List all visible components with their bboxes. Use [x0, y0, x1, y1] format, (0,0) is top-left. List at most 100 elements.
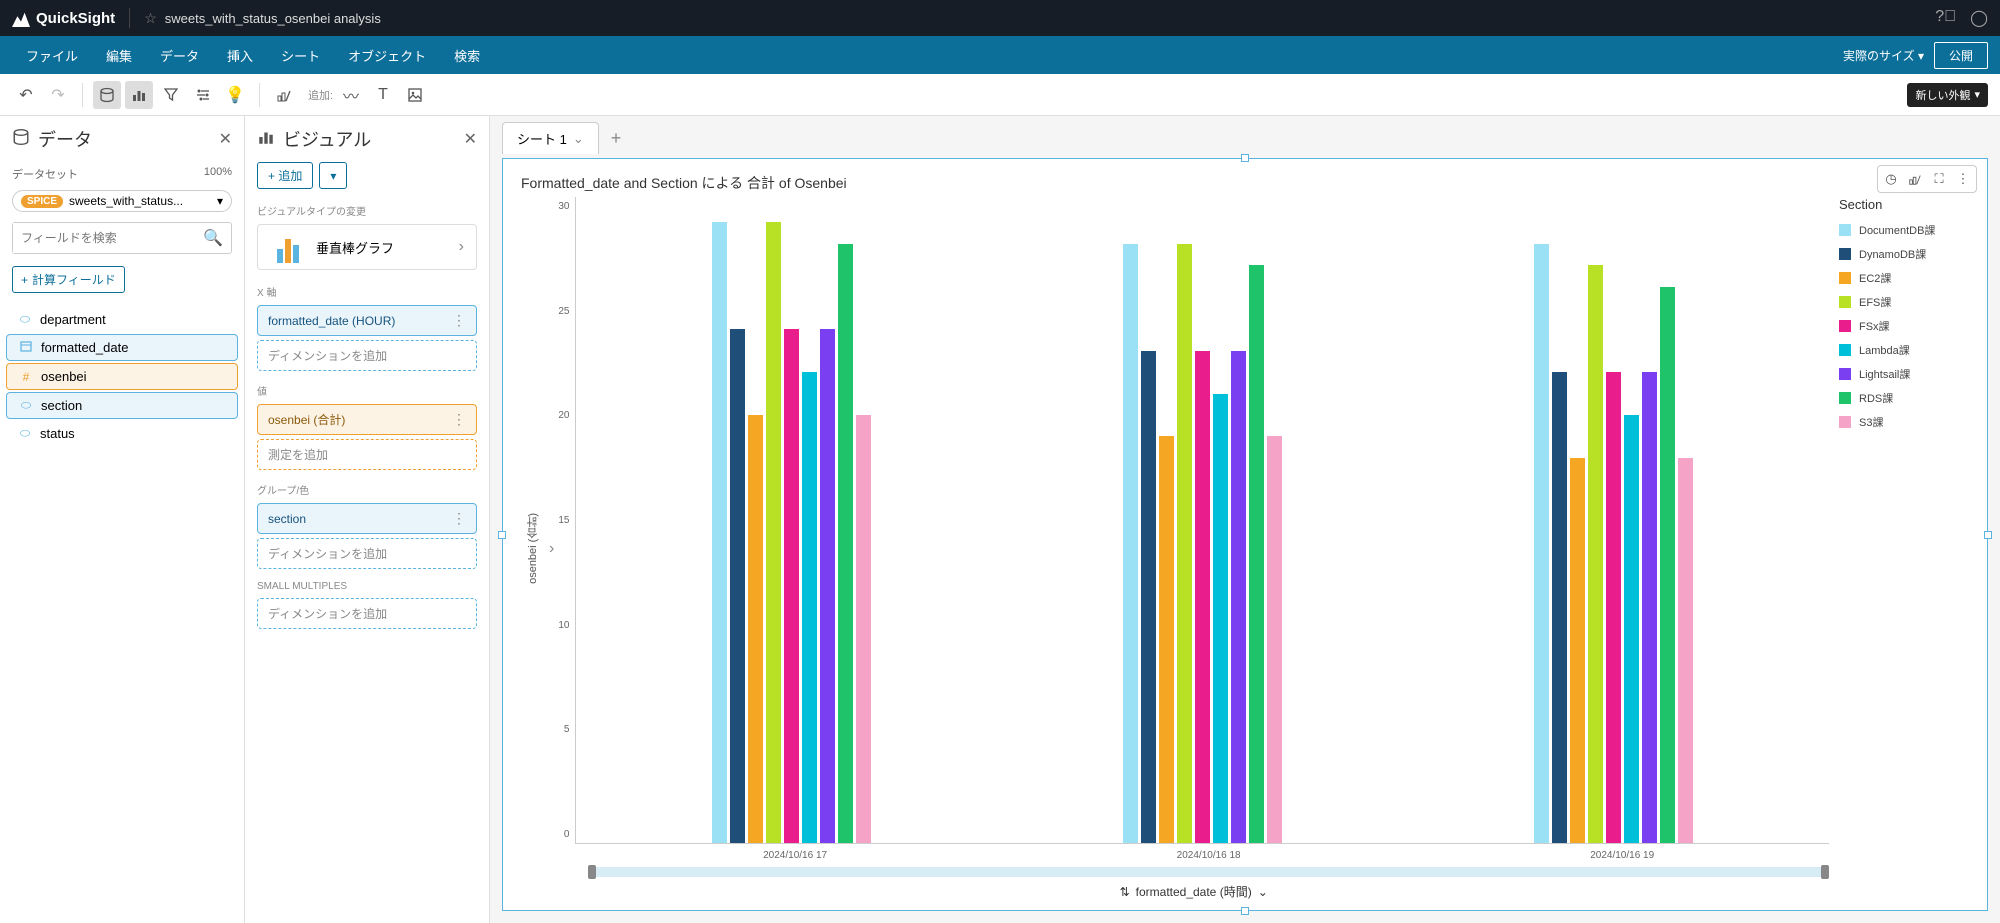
data-panel-toggle[interactable] [93, 81, 121, 109]
new-look-toggle[interactable]: 新しい外観 ▾ [1907, 83, 1988, 107]
legend-item[interactable]: FSx課 [1839, 318, 1959, 334]
app-logo[interactable]: QuickSight [12, 9, 115, 27]
xaxis-label[interactable]: ⇅ formatted_date (時間) ⌄ [558, 883, 1829, 900]
search-icon[interactable]: 🔍 [195, 223, 231, 253]
bar[interactable] [1606, 372, 1621, 843]
bar[interactable] [712, 222, 727, 843]
bar[interactable] [1195, 351, 1210, 843]
group-well-empty[interactable]: ディメンションを追加 [257, 538, 477, 569]
autograph-icon[interactable]: ◷ [1880, 168, 1902, 190]
search-input[interactable] [13, 223, 195, 253]
calc-field-button[interactable]: + 計算フィールド [12, 266, 125, 293]
more-icon[interactable]: ⋮ [452, 312, 466, 329]
menu-edit[interactable]: 編集 [92, 46, 146, 65]
field-section[interactable]: ⬭section [6, 392, 238, 419]
bar[interactable] [1534, 244, 1549, 843]
close-data-panel-icon[interactable]: ✕ [219, 129, 232, 149]
undo-button[interactable]: ↶ [12, 81, 40, 109]
more-icon[interactable]: ⋮ [452, 411, 466, 428]
bar[interactable] [1588, 265, 1603, 843]
bar[interactable] [1642, 372, 1657, 843]
menu-file[interactable]: ファイル [12, 46, 92, 65]
menu-search[interactable]: 検索 [440, 46, 494, 65]
bar[interactable] [1552, 372, 1567, 843]
format-icon[interactable] [1904, 168, 1926, 190]
bar[interactable] [1660, 287, 1675, 843]
redo-button[interactable]: ↷ [44, 81, 72, 109]
resize-handle[interactable] [1984, 531, 1992, 539]
insight-icon[interactable]: 💡 [221, 81, 249, 109]
field-search[interactable]: 🔍 [12, 222, 232, 254]
add-sheet-button[interactable]: + [603, 128, 630, 149]
legend-item[interactable]: S3課 [1839, 414, 1959, 430]
time-scrubber[interactable] [588, 867, 1829, 877]
add-image-icon[interactable] [401, 81, 429, 109]
menu-data[interactable]: データ [146, 46, 213, 65]
bar[interactable] [748, 415, 763, 843]
resize-handle[interactable] [1241, 154, 1249, 162]
menu-object[interactable]: オブジェクト [334, 46, 440, 65]
bar[interactable] [1177, 244, 1192, 843]
bar[interactable] [730, 329, 745, 843]
sheet-tab[interactable]: シート 1 ⌄ [502, 122, 599, 154]
legend-item[interactable]: RDS課 [1839, 390, 1959, 406]
sort-icon[interactable]: ⇅ [1120, 885, 1130, 899]
field-osenbei[interactable]: #osenbei [6, 363, 238, 390]
bar[interactable] [820, 329, 835, 843]
bar[interactable] [1678, 458, 1693, 843]
legend-item[interactable]: DocumentDB課 [1839, 222, 1959, 238]
maximize-icon[interactable]: ⛶ [1928, 168, 1950, 190]
bar[interactable] [838, 244, 853, 843]
field-department[interactable]: ⬭department [6, 307, 238, 332]
legend-item[interactable]: DynamoDB課 [1839, 246, 1959, 262]
bar[interactable] [1267, 436, 1282, 843]
bar[interactable] [1159, 436, 1174, 843]
xaxis-well-empty[interactable]: ディメンションを追加 [257, 340, 477, 371]
add-line-icon[interactable]: 〰 [337, 81, 365, 109]
visual-menu-icon[interactable]: ⋮ [1952, 168, 1974, 190]
bar[interactable] [766, 222, 781, 843]
filter-icon[interactable] [157, 81, 185, 109]
more-icon[interactable]: ⋮ [452, 510, 466, 527]
bar[interactable] [784, 329, 799, 843]
xaxis-well[interactable]: formatted_date (HOUR)⋮ [257, 305, 477, 336]
legend-item[interactable]: EFS課 [1839, 294, 1959, 310]
value-well-empty[interactable]: 測定を追加 [257, 439, 477, 470]
legend-item[interactable]: EC2課 [1839, 270, 1959, 286]
bar[interactable] [1141, 351, 1156, 843]
menu-insert[interactable]: 挿入 [213, 46, 267, 65]
field-status[interactable]: ⬭status [6, 421, 238, 446]
menu-sheet[interactable]: シート [267, 46, 334, 65]
parameter-icon[interactable] [189, 81, 217, 109]
bar[interactable] [1123, 244, 1138, 843]
group-well[interactable]: section⋮ [257, 503, 477, 534]
small-multiples-well[interactable]: ディメンションを追加 [257, 598, 477, 629]
bar[interactable] [1231, 351, 1246, 843]
legend-item[interactable]: Lightsail課 [1839, 366, 1959, 382]
bar[interactable] [856, 415, 871, 843]
bar[interactable] [1624, 415, 1639, 843]
add-visual-dropdown[interactable]: ▾ [319, 162, 347, 189]
add-visual-button[interactable]: + 追加 [257, 162, 313, 189]
publish-button[interactable]: 公開 [1934, 42, 1988, 69]
close-visual-panel-icon[interactable]: ✕ [464, 129, 477, 149]
chevron-down-icon[interactable]: ⌄ [573, 131, 584, 147]
dataset-selector[interactable]: SPICE sweets_with_status... ▾ [12, 190, 232, 212]
size-selector[interactable]: 実際のサイズ ▾ [1843, 47, 1924, 64]
add-text-icon[interactable]: T [369, 81, 397, 109]
bar[interactable] [1249, 265, 1264, 843]
field-formatted_date[interactable]: formatted_date [6, 334, 238, 361]
resize-handle[interactable] [498, 531, 506, 539]
bar[interactable] [802, 372, 817, 843]
resize-handle[interactable] [1241, 907, 1249, 915]
viz-type-selector[interactable]: 垂直棒グラフ › [257, 224, 477, 270]
value-well[interactable]: osenbei (合計)⋮ [257, 404, 477, 435]
bar[interactable] [1570, 458, 1585, 843]
visual-panel-toggle[interactable] [125, 81, 153, 109]
chevron-down-icon[interactable]: ⌄ [1258, 885, 1268, 899]
favorite-star-icon[interactable]: ☆ [144, 10, 157, 27]
help-icon[interactable]: ?⃝ [1935, 8, 1956, 28]
bar[interactable] [1213, 394, 1228, 843]
visual-frame[interactable]: ◷ ⛶ ⋮ Formatted_date and Section による 合計 … [502, 158, 1988, 911]
legend-item[interactable]: Lambda課 [1839, 342, 1959, 358]
